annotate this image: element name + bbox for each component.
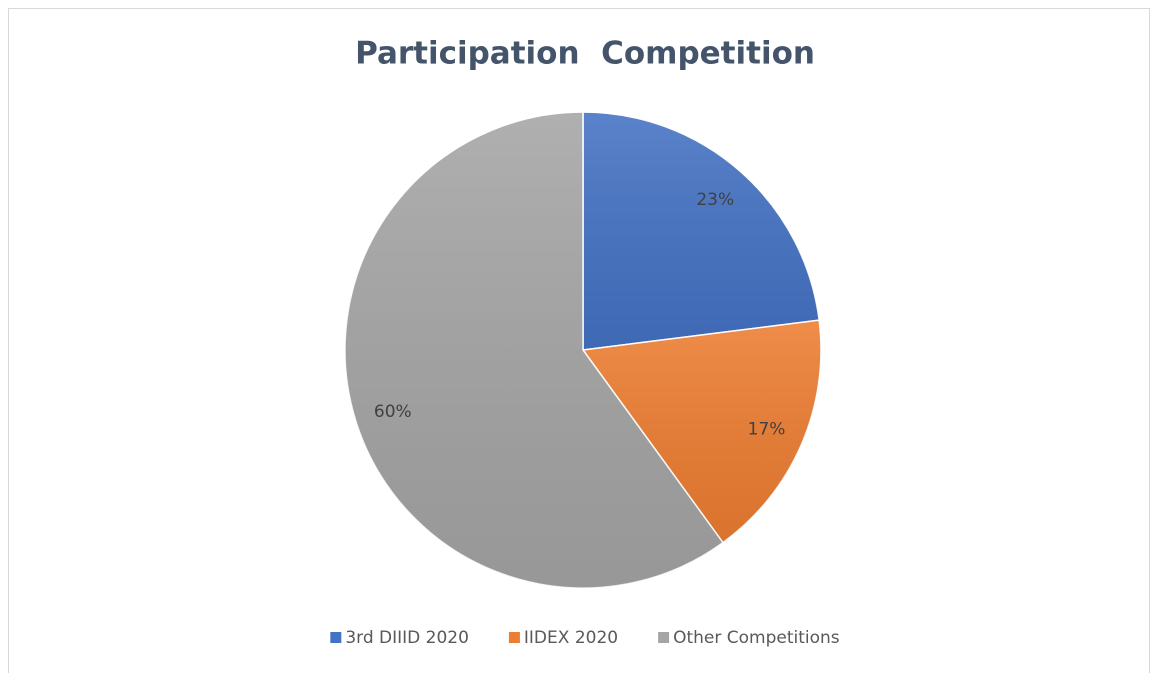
- legend: 3rd DIIID 2020 IIDEX 2020 Other Competitio…: [330, 628, 840, 648]
- data-label: 17%: [748, 419, 786, 439]
- pie: [344, 111, 822, 589]
- legend-label: IIDEX 2020: [524, 628, 618, 648]
- legend-swatch: [658, 632, 670, 643]
- legend-swatch: [508, 632, 520, 643]
- data-label: 60%: [374, 402, 412, 422]
- chart-title: Participation Competition: [355, 36, 815, 72]
- legend-swatch: [330, 632, 342, 643]
- legend-label: Other Competitions: [673, 628, 840, 648]
- data-labels: 23% 17% 60%: [374, 190, 786, 439]
- data-label: 23%: [696, 190, 734, 210]
- legend-label: 3rd DIIID 2020: [345, 628, 469, 648]
